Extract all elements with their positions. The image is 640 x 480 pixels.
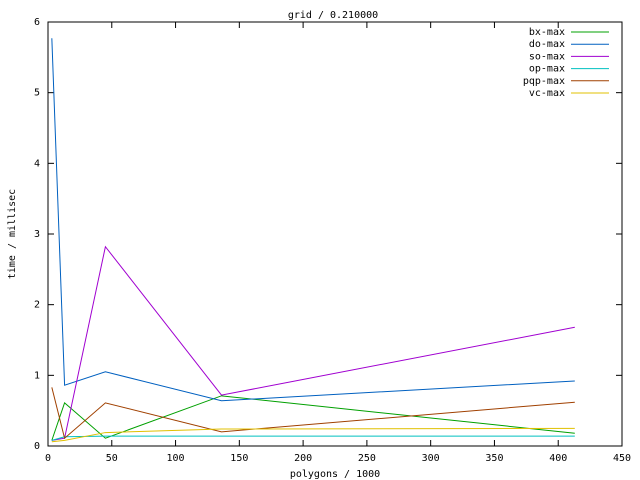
x-tick-label: 200 — [294, 453, 312, 464]
series-line — [51, 435, 575, 441]
series-line — [51, 395, 575, 441]
y-tick-label: 3 — [34, 229, 40, 240]
y-axis-label: time / millisec — [7, 189, 18, 279]
series-line — [51, 387, 575, 440]
legend-label: pqp-max — [523, 76, 565, 87]
x-tick-label: 250 — [358, 453, 376, 464]
x-tick-label: 350 — [485, 453, 503, 464]
x-tick-label: 50 — [106, 453, 118, 464]
y-tick-label: 6 — [34, 17, 40, 28]
legend-label: vc-max — [529, 88, 565, 99]
x-tick-label: 450 — [613, 453, 631, 464]
y-tick-label: 2 — [34, 300, 40, 311]
y-tick-label: 4 — [34, 158, 40, 169]
x-axis-label: polygons / 1000 — [290, 469, 380, 480]
legend-label: bx-max — [529, 27, 565, 38]
y-tick-label: 0 — [34, 441, 40, 452]
legend-label: do-max — [529, 39, 565, 50]
series-line — [51, 245, 575, 441]
x-tick-label: 100 — [167, 453, 185, 464]
x-tick-label: 0 — [45, 453, 51, 464]
series-line — [51, 427, 575, 443]
legend-label: op-max — [529, 64, 565, 75]
y-tick-label: 5 — [34, 88, 40, 99]
x-tick-label: 400 — [549, 453, 567, 464]
series-line — [51, 38, 575, 402]
x-tick-label: 300 — [422, 453, 440, 464]
y-tick-label: 1 — [34, 370, 40, 381]
x-tick-label: 150 — [230, 453, 248, 464]
legend-label: so-max — [529, 51, 565, 62]
chart-title: grid / 0.210000 — [288, 10, 378, 21]
